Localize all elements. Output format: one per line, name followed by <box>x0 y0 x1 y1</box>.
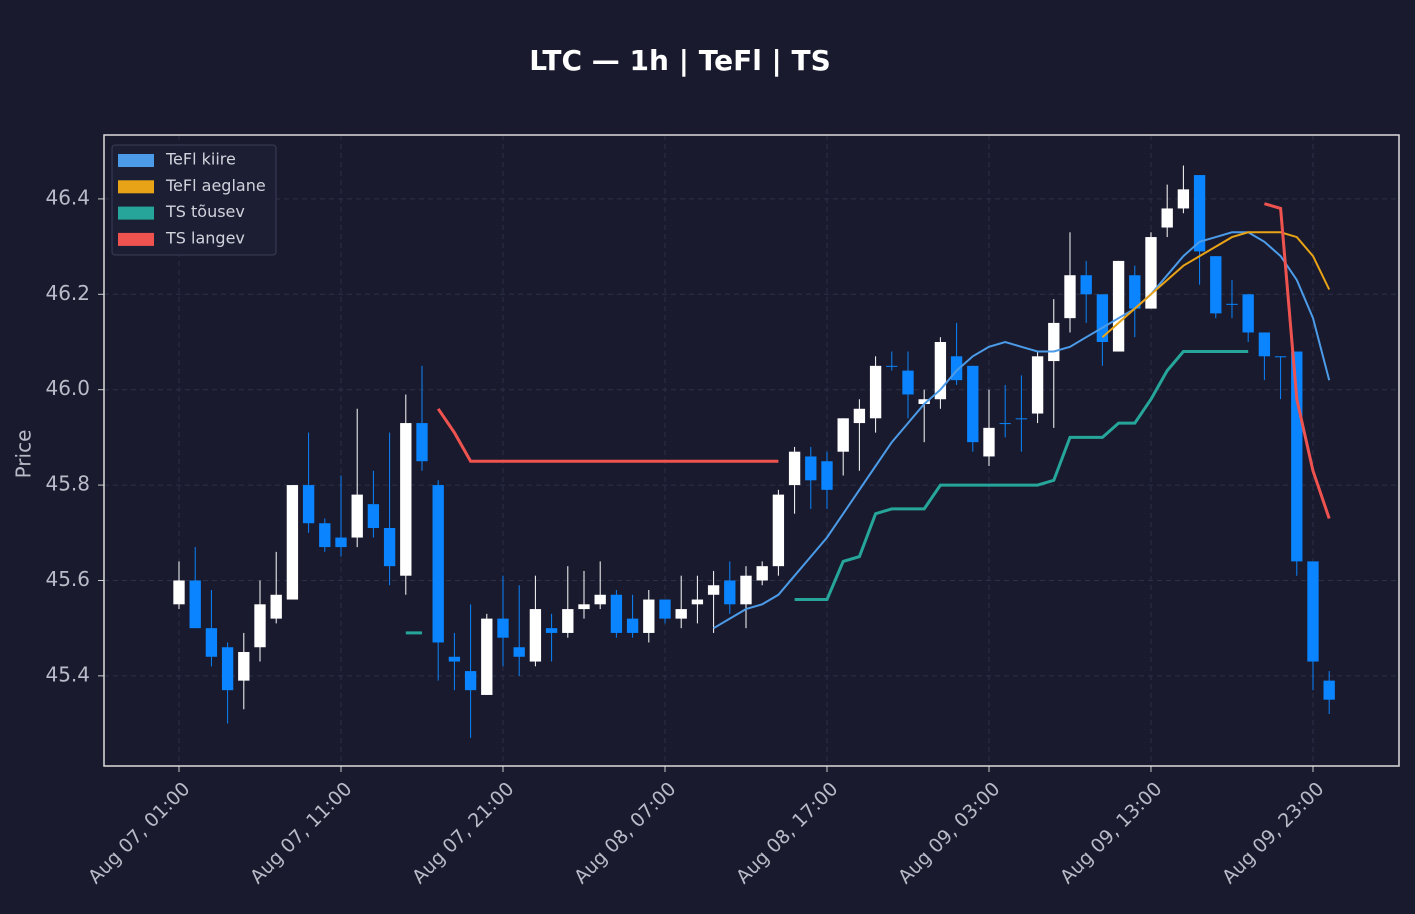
candle-body <box>545 628 558 633</box>
chart-title: LTC — 1h | TeFl | TS <box>529 44 831 77</box>
candle-body <box>400 423 412 576</box>
candle-body <box>367 504 380 529</box>
indicator-line <box>436 202 1331 519</box>
candle-body <box>869 365 882 419</box>
indicator-line <box>713 231 1331 630</box>
candle-body <box>562 609 574 633</box>
candle-body <box>853 408 866 424</box>
candle-body <box>1242 294 1254 333</box>
plot-frame <box>103 134 1400 767</box>
y-tick-label: 45.6 <box>45 567 90 591</box>
candle-body <box>270 594 282 619</box>
y-tick-label: 46.4 <box>45 185 90 209</box>
legend-label: TeFl aeglane <box>165 176 266 195</box>
candle-body <box>464 671 477 691</box>
candle-body <box>189 580 201 629</box>
candle-body <box>1031 356 1044 414</box>
candle-body <box>1177 189 1190 209</box>
candle-body <box>1226 303 1238 305</box>
candle-body <box>335 537 347 548</box>
legend-swatch <box>118 154 154 167</box>
y-tick-label: 46.0 <box>45 376 90 400</box>
candle-body <box>772 494 785 567</box>
candle-body <box>967 365 979 443</box>
candle-body <box>1323 680 1335 700</box>
candle-body <box>934 341 947 400</box>
candle-body <box>724 580 736 605</box>
indicator-line <box>1101 231 1331 338</box>
candle-body <box>1129 275 1141 309</box>
candle-body <box>886 365 898 367</box>
candle-body <box>1145 237 1157 309</box>
candle-body <box>756 566 768 581</box>
legend-label: TS tõusev <box>165 202 245 221</box>
candle-body <box>238 652 250 681</box>
candle-body <box>351 494 363 538</box>
candle-body <box>1096 294 1109 342</box>
candle-body <box>578 604 590 610</box>
candle-body <box>1291 351 1303 562</box>
candle-body <box>1112 260 1125 352</box>
candle-body <box>448 656 461 662</box>
candle-body <box>1307 561 1319 662</box>
legend-box <box>111 144 277 256</box>
candle-body <box>1080 275 1092 295</box>
candle-body <box>1048 322 1060 362</box>
candle-body <box>788 451 801 486</box>
candle-body <box>302 485 315 524</box>
candle-body <box>1015 418 1028 420</box>
candle-body <box>643 599 655 633</box>
candle-body <box>221 647 234 691</box>
candle-body <box>675 609 687 619</box>
candle-body <box>173 580 185 605</box>
candle-body <box>837 418 849 452</box>
candle-body <box>610 594 623 633</box>
candle-body <box>1161 208 1173 228</box>
candle-body <box>691 599 704 605</box>
candle-body <box>594 594 606 605</box>
indicator-line <box>405 350 1249 635</box>
candle-body <box>805 456 817 481</box>
candle-body <box>1064 275 1076 319</box>
candle-body <box>740 575 752 605</box>
candle-body <box>513 647 525 657</box>
candle-body <box>1258 332 1271 357</box>
candle-body <box>481 618 493 695</box>
y-axis-label: Price <box>12 430 36 479</box>
candle-body <box>950 356 963 381</box>
candle-body <box>902 370 914 395</box>
y-tick-label: 45.4 <box>45 662 90 686</box>
candle-body <box>821 461 833 490</box>
candle-body <box>1193 175 1206 252</box>
candle-body <box>626 618 639 633</box>
legend-label: TS langev <box>165 228 245 247</box>
candle-body <box>707 585 720 595</box>
y-tick-label: 46.2 <box>45 281 90 305</box>
candle-body <box>432 485 444 643</box>
candle-body <box>983 427 995 457</box>
candle-body <box>659 599 671 619</box>
candle-body <box>205 628 218 657</box>
candle-body <box>999 423 1011 425</box>
legend-label: TeFl kiire <box>165 150 236 169</box>
candle-body <box>383 528 396 567</box>
legend-swatch <box>118 180 154 194</box>
candle-body <box>1274 356 1287 358</box>
legend-swatch <box>118 206 154 220</box>
candle-body <box>319 523 331 548</box>
candle-body <box>1210 256 1222 314</box>
candle-body <box>529 609 542 662</box>
candle-body <box>286 485 299 600</box>
candle-body <box>254 604 266 648</box>
candle-body <box>497 618 509 638</box>
y-tick-label: 45.8 <box>45 472 90 496</box>
candle-body <box>416 423 428 462</box>
candle-body <box>918 399 930 404</box>
legend-swatch <box>118 232 154 246</box>
